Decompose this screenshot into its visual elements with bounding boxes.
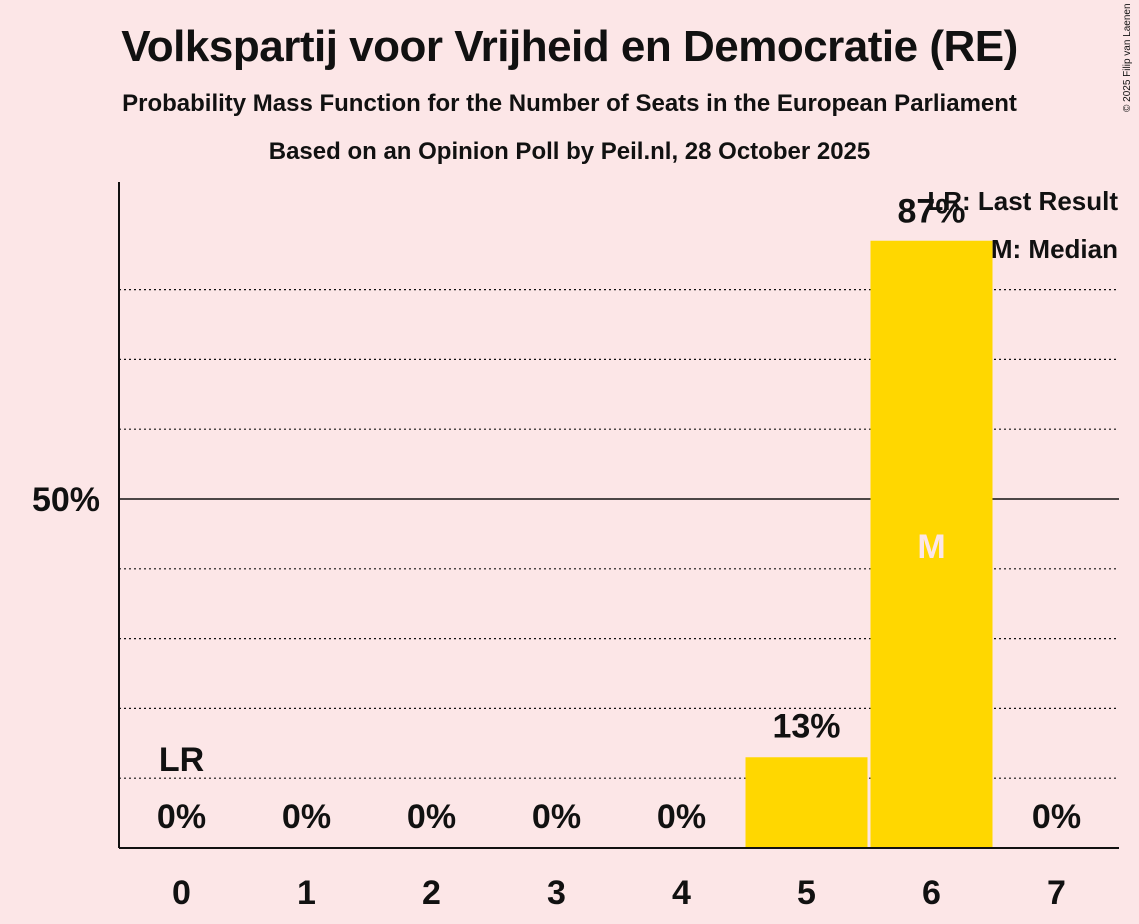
axes: 50% 0 1 2 3 4 5 6 7 [32, 182, 1119, 912]
y-tick-label: 50% [32, 481, 100, 519]
value-label-3: 0% [532, 798, 581, 836]
legend-entry: M: Median [991, 234, 1118, 264]
x-tick-label: 3 [547, 874, 566, 912]
last-result-marker: LR [159, 741, 204, 779]
x-tick-label: 7 [1047, 874, 1066, 912]
value-label-4: 0% [657, 798, 706, 836]
x-tick-label: 1 [297, 874, 316, 912]
chart-subtitle: Probability Mass Function for the Number… [122, 90, 1017, 117]
value-label-7: 0% [1032, 798, 1081, 836]
gridlines [119, 289, 1119, 779]
legend: LR: Last Result M: Median [927, 186, 1118, 264]
bar-6 [870, 240, 993, 849]
bar-5 [745, 757, 868, 848]
median-marker: M [917, 528, 945, 566]
x-tick-label: 2 [422, 874, 441, 912]
chart-source-line: Based on an Opinion Poll by Peil.nl, 28 … [268, 138, 871, 165]
bars [745, 240, 993, 849]
value-label-2: 0% [407, 798, 456, 836]
value-label-5: 13% [772, 707, 840, 745]
value-label-0: 0% [157, 798, 206, 836]
x-tick-label: 6 [922, 874, 941, 912]
legend-entry: LR: Last Result [927, 186, 1118, 216]
value-label-1: 0% [282, 798, 331, 836]
value-labels: 0% 0% 0% 0% 0% 13% 87% 0% LR M [157, 193, 1081, 836]
x-tick-label: 4 [672, 874, 691, 912]
value-label-6: 87% [897, 193, 965, 231]
chart-title: Volkspartij voor Vrijheid en Democratie … [121, 22, 1018, 71]
x-tick-label: 5 [797, 874, 816, 912]
x-tick-label: 0 [172, 874, 191, 912]
